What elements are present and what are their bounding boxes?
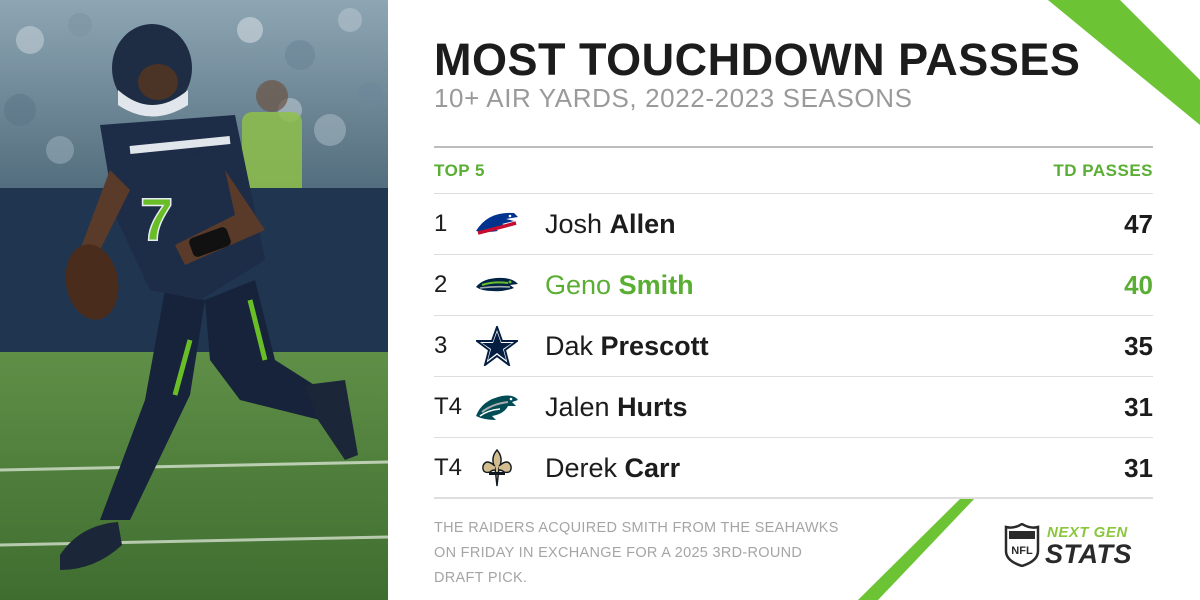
- td-passes-value: 31: [1124, 453, 1153, 483]
- footnote-line: ON FRIDAY IN EXCHANGE FOR A 2025 3RD-ROU…: [434, 545, 803, 561]
- footnote-line: DRAFT PICK.: [434, 570, 528, 586]
- slash-accent: [858, 497, 976, 600]
- rank-value: T4: [434, 454, 463, 481]
- td-passes-value: 31: [1124, 392, 1153, 422]
- jersey-wordmark: SEAHAWKS: [165, 152, 206, 159]
- rank-value: 1: [434, 210, 448, 237]
- player-last-name: Carr: [624, 453, 681, 483]
- graphic-title: MOST TOUCHDOWN PASSES: [434, 34, 1081, 85]
- saints-logo-icon: [474, 448, 520, 488]
- leaderboard: 1 Josh Allen 47 2 Geno Smith: [434, 194, 1153, 499]
- seahawks-logo-icon: [474, 265, 520, 305]
- brand-next-gen: NEXT GEN: [1047, 524, 1128, 541]
- player-name: Dak Prescott: [545, 316, 709, 376]
- td-passes-value: 47: [1124, 209, 1153, 239]
- cowboys-logo-icon: [474, 326, 520, 366]
- footnote: THE RAIDERS ACQUIRED SMITH FROM THE SEAH…: [434, 516, 874, 591]
- next-gen-stats-logo: NFL NEXT GEN STATS: [1004, 523, 1154, 569]
- td-passes-value: 40: [1124, 270, 1153, 300]
- player-name: Jalen Hurts: [545, 377, 688, 437]
- column-header-rank: TOP 5: [434, 161, 486, 180]
- nfl-shield-icon: NFL: [1004, 523, 1040, 567]
- bills-logo-icon: [474, 204, 520, 244]
- player-last-name: Prescott: [600, 331, 709, 361]
- brand-stats: STATS: [1045, 539, 1132, 569]
- leaderboard-row-highlighted: 2 Geno Smith 40: [434, 255, 1153, 316]
- player-last-name: Allen: [609, 209, 676, 239]
- player-first-name: Geno: [545, 270, 612, 300]
- player-name: Derek Carr: [545, 438, 680, 498]
- jersey-number: 7: [140, 186, 173, 253]
- leaderboard-row: T4 Derek Carr 31: [434, 438, 1153, 499]
- player-first-name: Josh: [545, 209, 603, 239]
- header-divider: [434, 146, 1153, 148]
- player-name: Geno Smith: [545, 255, 694, 315]
- header-divider-thin: [434, 193, 1153, 194]
- leaderboard-row: 1 Josh Allen 47: [434, 194, 1153, 255]
- player-first-name: Derek: [545, 453, 618, 483]
- player-last-name: Smith: [618, 270, 694, 300]
- td-passes-value: 35: [1124, 331, 1153, 361]
- column-header-td-passes: TD PASSES: [1053, 161, 1153, 180]
- footnote-line: THE RAIDERS ACQUIRED SMITH FROM THE SEAH…: [434, 520, 839, 536]
- player-first-name: Dak: [545, 331, 594, 361]
- eagles-logo-icon: [474, 387, 520, 427]
- nfl-shield-text: NFL: [1011, 545, 1033, 557]
- player-photo: 7 SEAHAWKS: [0, 0, 388, 600]
- rank-value: 2: [434, 271, 448, 298]
- player-first-name: Jalen: [545, 392, 610, 422]
- corner-accent: [1048, 0, 1200, 125]
- player-name: Josh Allen: [545, 194, 676, 254]
- player-last-name: Hurts: [617, 392, 688, 422]
- leaderboard-row: 3 Dak Prescott 35: [434, 316, 1153, 377]
- rank-value: T4: [434, 393, 463, 420]
- graphic-subtitle: 10+ AIR YARDS, 2022-2023 SEASONS: [434, 83, 913, 113]
- leaderboard-row: T4 Jalen Hurts 31: [434, 377, 1153, 438]
- rank-value: 3: [434, 332, 448, 359]
